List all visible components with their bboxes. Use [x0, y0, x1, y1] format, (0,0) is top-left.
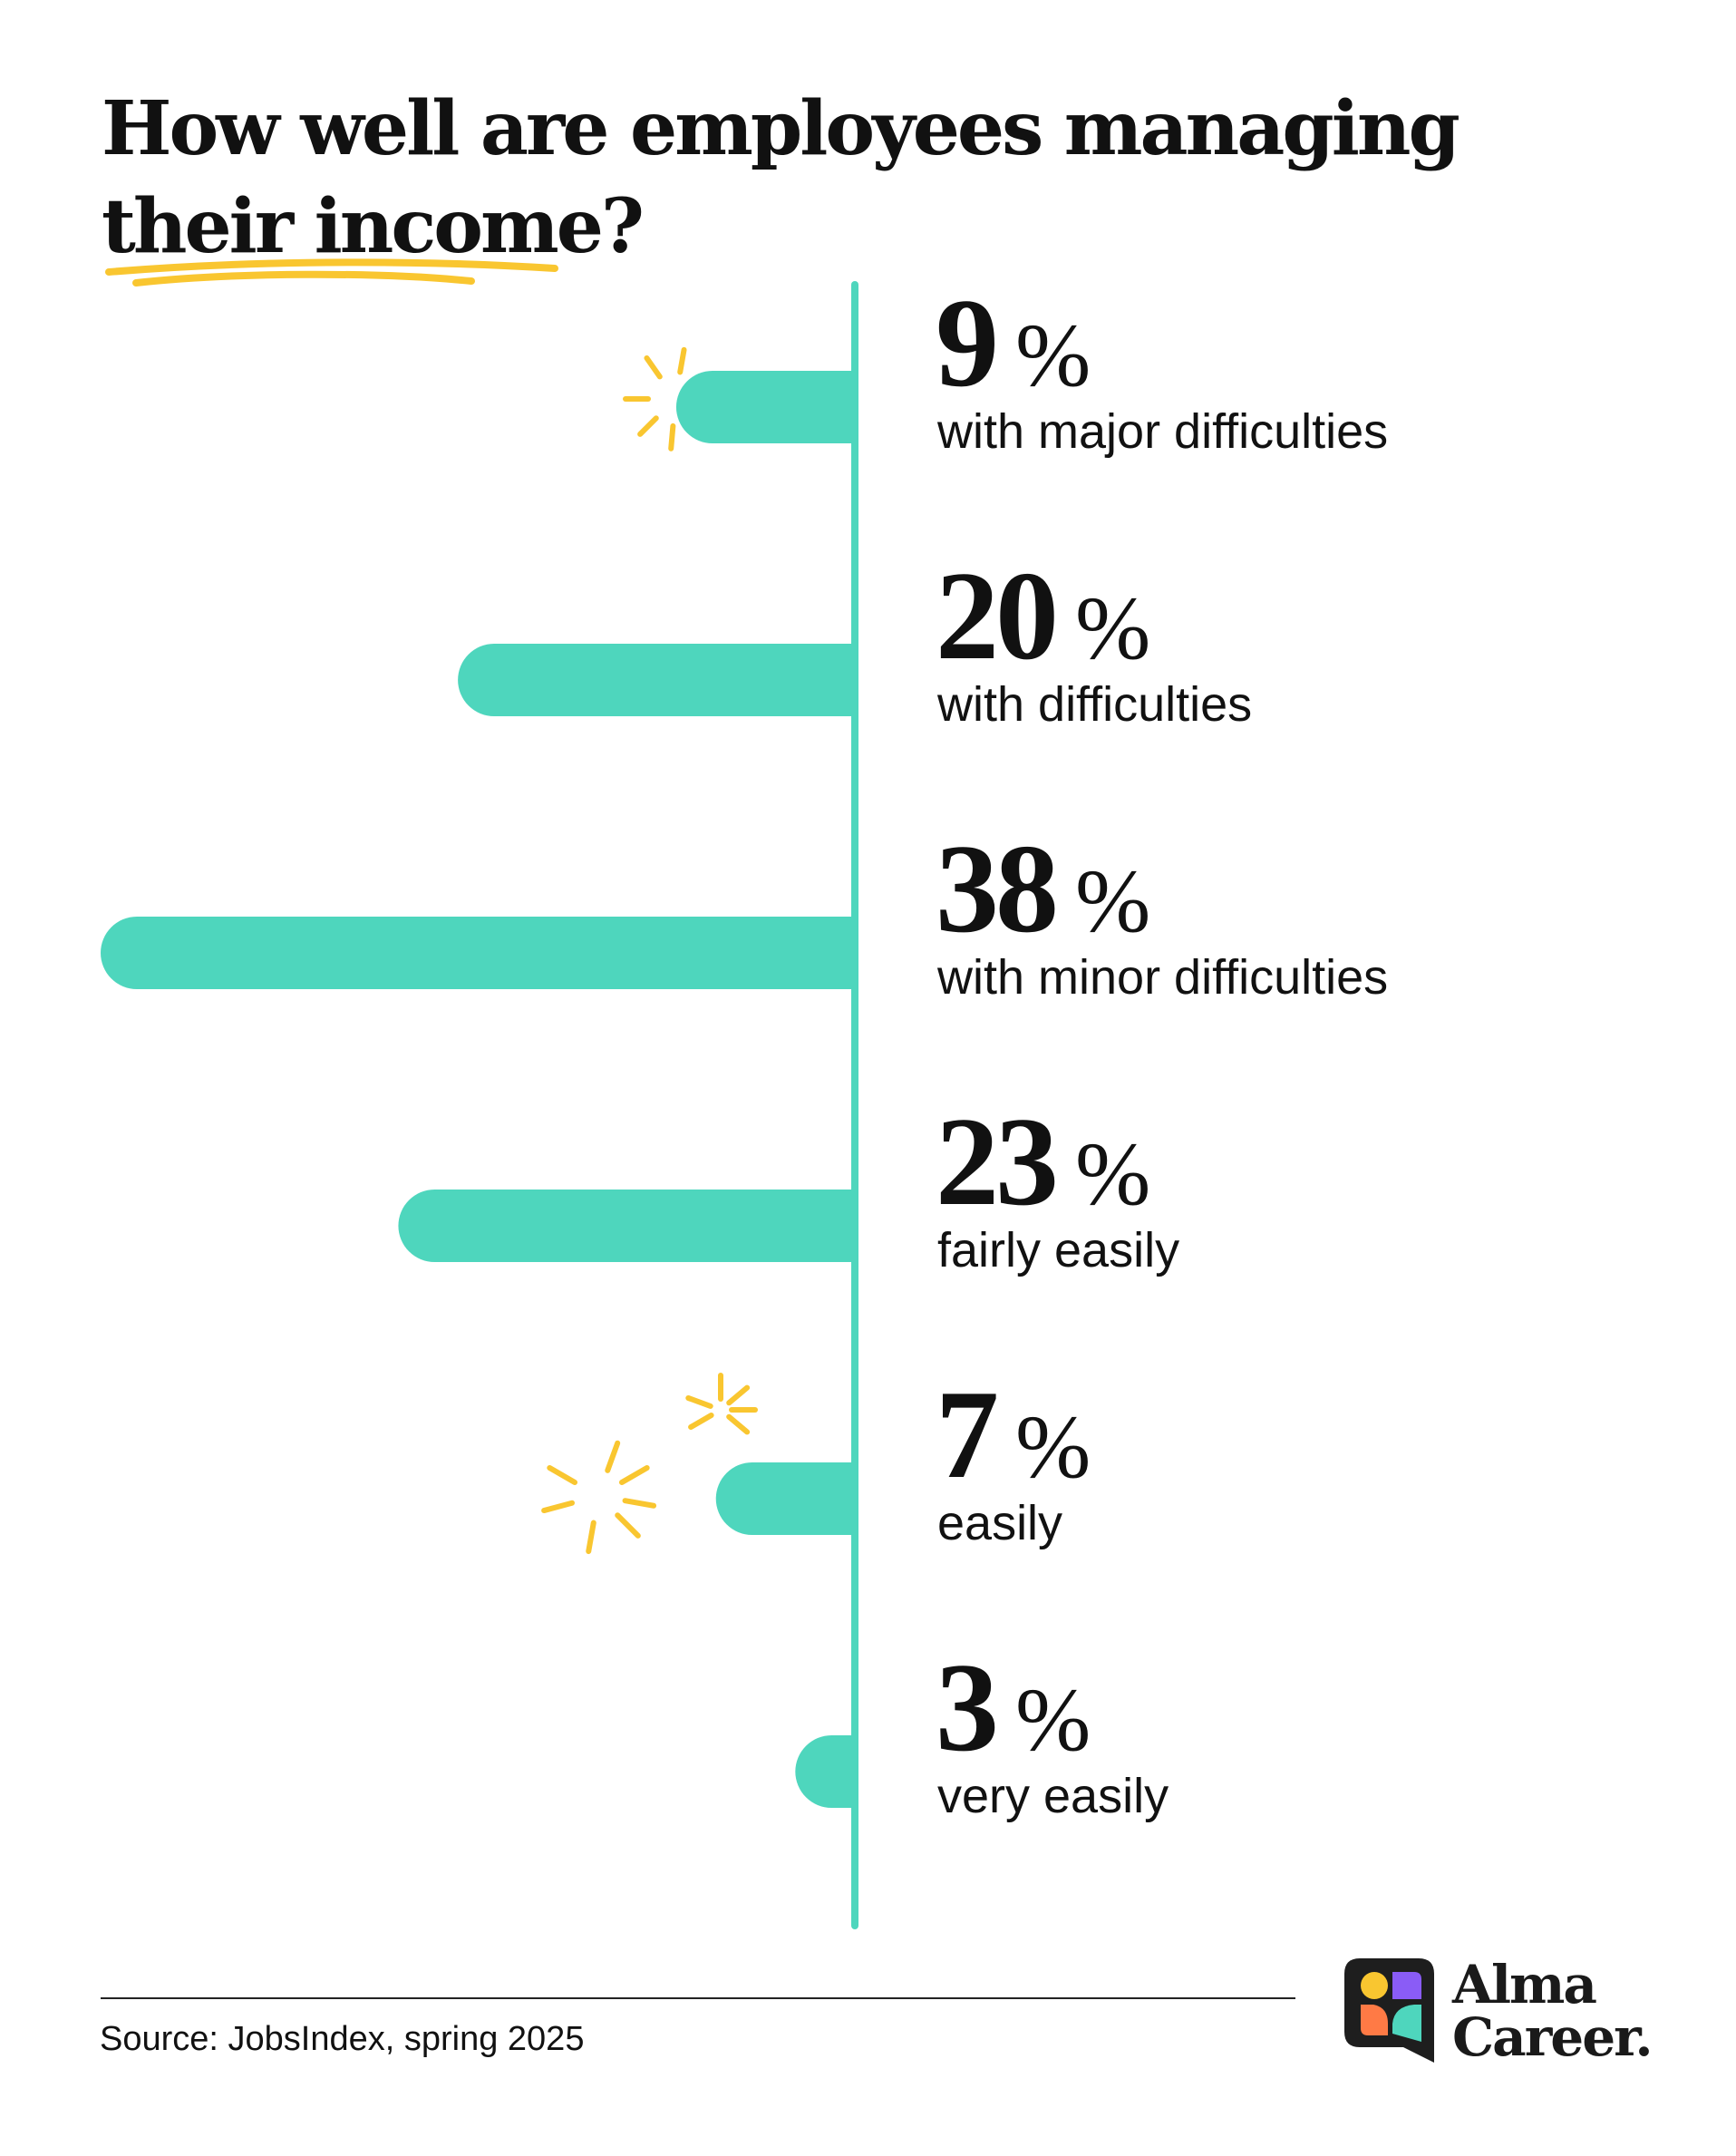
bar-4 [715, 1462, 855, 1535]
value-number: 20 [936, 546, 1059, 686]
value-label: 23% [936, 1099, 1150, 1226]
sparkle-icon [685, 1373, 758, 1435]
value-unit: % [1075, 1123, 1151, 1224]
sparkle-icon [541, 1440, 657, 1555]
sparkle-icon [623, 346, 687, 452]
bar-3 [398, 1190, 855, 1262]
category-label: easily [937, 1496, 1063, 1550]
category-label: very easily [937, 1769, 1169, 1823]
value-number: 7 [936, 1364, 999, 1505]
value-number: 9 [936, 273, 999, 413]
value-unit: % [1075, 850, 1151, 951]
bar-0 [675, 371, 855, 443]
value-unit: % [1015, 1396, 1091, 1497]
category-label: with difficulties [937, 677, 1253, 732]
source-note: Source: JobsIndex, spring 2025 [100, 2020, 585, 2058]
category-label: with minor difficulties [937, 950, 1389, 1005]
value-label: 38% [936, 826, 1150, 953]
footer-divider [101, 1997, 1295, 1999]
chart-title: How well are employees managing their inc… [102, 80, 1461, 276]
title-line-1: How well are employees managing [102, 85, 1460, 172]
value-unit: % [1075, 578, 1151, 678]
bar-5 [795, 1735, 855, 1808]
brand-line-1: Alma [1452, 1954, 1597, 2015]
value-unit: % [1015, 1669, 1091, 1770]
brand-wordmark: Alma Career. [1452, 1958, 1654, 2064]
value-number: 38 [936, 819, 1059, 959]
category-label: fairly easily [937, 1223, 1180, 1277]
value-label: 20% [936, 553, 1150, 680]
title-line-2: their income? [102, 183, 645, 270]
bar-2 [101, 917, 855, 989]
title-underline-squiggle [105, 258, 558, 286]
value-label: 7% [936, 1372, 1091, 1499]
value-label: 3% [936, 1645, 1091, 1772]
value-unit: % [1015, 305, 1091, 405]
bar-1 [458, 644, 855, 716]
category-label: with major difficulties [937, 404, 1389, 459]
value-label: 9% [936, 280, 1091, 407]
value-number: 23 [936, 1092, 1059, 1232]
brand-line-2: Career. [1452, 2006, 1654, 2068]
value-number: 3 [936, 1637, 999, 1778]
